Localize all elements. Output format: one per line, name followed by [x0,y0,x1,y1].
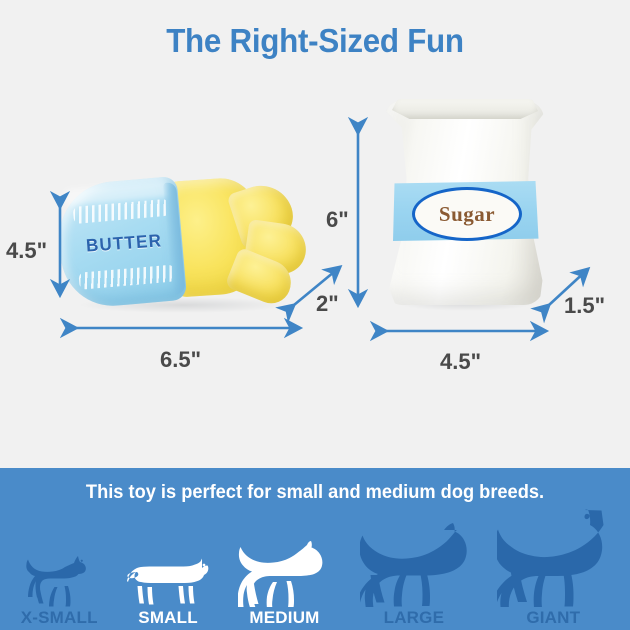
sugar-label-oval: Sugar [412,187,522,241]
size-item-x-small[interactable]: X-SMALL [21,512,98,630]
sugar-width-label: 4.5" [440,349,482,374]
golden-retriever-dog-icon [359,523,468,607]
sugar-depth-label: 1.5" [564,293,606,318]
sugar-height-label: 6" [326,207,349,232]
dog-size-banner: This toy is perfect for small and medium… [0,468,630,630]
dog-size-list: X-SMALL SMALL MEDIUM [0,509,630,630]
size-label-small: SMALL [138,608,198,627]
size-label-large: LARGE [383,608,445,627]
page-title: The Right-Sized Fun [166,22,464,59]
sugar-bag-plush-toy: Sugar [378,95,554,311]
butter-stick-plush-toy: BUTTER [48,165,310,315]
chihuahua-dog-icon [26,553,92,607]
butter-width-label: 6.5" [160,347,202,372]
size-item-large[interactable]: LARGE [359,512,468,630]
banner-message: This toy is perfect for small and medium… [85,482,545,503]
size-item-small[interactable]: SMALL [127,512,209,630]
butter-wrapper-stripes-top [72,198,170,225]
size-label-giant: GIANT [526,608,581,627]
dachshund-dog-icon [127,557,209,607]
butter-wrapper-stripes-bottom [78,264,176,290]
size-item-giant[interactable]: GIANT [497,509,609,630]
butter-label-text: BUTTER [85,230,163,256]
butter-depth-label: 2" [316,291,339,316]
size-label-x-small: X-SMALL [20,608,98,627]
size-label-medium: MEDIUM [249,608,320,627]
sugar-label-text: Sugar [438,201,496,226]
product-stage: BUTTER Sugar [0,75,630,468]
bull-terrier-dog-icon [238,541,330,607]
size-item-medium[interactable]: MEDIUM [238,512,330,630]
butter-height-label: 4.5" [6,238,48,263]
butter-wrapper: BUTTER [54,175,188,311]
sugar-bag-top-fold [392,99,538,119]
great-dane-dog-icon [497,509,609,607]
